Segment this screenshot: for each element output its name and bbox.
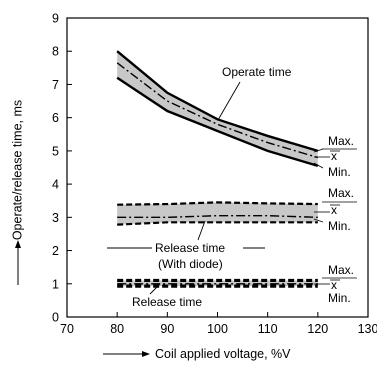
- y-tick-label: 7: [52, 78, 59, 92]
- operate-tick-max: [313, 148, 324, 153]
- release-max-label: Max.: [328, 263, 354, 277]
- x-tick-label: 80: [110, 322, 124, 336]
- release-min-label: Min.: [328, 291, 351, 305]
- y-tick-label: 0: [52, 311, 59, 325]
- release-diode-label-bg: [150, 240, 246, 272]
- y-axis-arrow-head: [15, 240, 21, 248]
- y-tick-label: 6: [52, 111, 59, 125]
- release-diode-max-label: Max.: [328, 186, 354, 200]
- x-tick-label: 100: [207, 322, 228, 336]
- series-release-diode-max: [117, 201, 318, 206]
- x-tick-label: 120: [307, 322, 328, 336]
- y-tick-label: 1: [52, 277, 59, 291]
- series-release-diode-min: [117, 221, 318, 226]
- y-tick-label: 4: [52, 178, 59, 192]
- operate-time-label-bg: [218, 63, 318, 81]
- release-diode-min-label: Min.: [328, 219, 351, 233]
- x-tick-label: 110: [258, 322, 278, 336]
- operate-time-leader: [217, 81, 241, 121]
- y-tick-label: 5: [52, 144, 59, 158]
- release-diode-leader-up: [197, 220, 206, 241]
- series-operate-mean: [116, 62, 319, 159]
- operate-min-label: Min.: [328, 165, 351, 179]
- operate-max-label: Max.: [328, 134, 354, 148]
- release-diode-label-line2: (With diode): [158, 257, 223, 271]
- operate-tick-min: [313, 162, 324, 169]
- release-diode-label-line1: Release time: [155, 241, 225, 255]
- y-tick-label: 8: [52, 45, 59, 59]
- release-diode-tick-min: [313, 218, 324, 223]
- release-label: Release time: [132, 295, 202, 309]
- release-leader: [149, 283, 161, 295]
- band-release-diode: [117, 202, 318, 225]
- release-diode-mean-label: x: [331, 203, 337, 217]
- y-tick-label: 9: [52, 12, 59, 26]
- y-axis-title: Operate/release time, ms: [10, 100, 24, 240]
- release-label-bg: [128, 293, 214, 310]
- operate-mean-label: x: [331, 149, 337, 163]
- x-axis-title: Coil applied voltage, %V: [155, 347, 291, 361]
- x-tick-label: 90: [160, 322, 174, 336]
- x-tick-label: 70: [60, 322, 74, 336]
- series-operate-max: [116, 50, 319, 153]
- x-tick-label: 130: [358, 322, 377, 336]
- y-tick-label: 3: [52, 211, 59, 225]
- y-axis-title-group: Operate/release time, ms: [10, 100, 24, 240]
- x-axis-arrow-head: [142, 351, 150, 357]
- y-tick-label: 2: [52, 244, 59, 258]
- operate-time-label: Operate time: [222, 65, 292, 79]
- release-mean-label: x: [331, 278, 337, 292]
- series-operate-min: [116, 76, 319, 167]
